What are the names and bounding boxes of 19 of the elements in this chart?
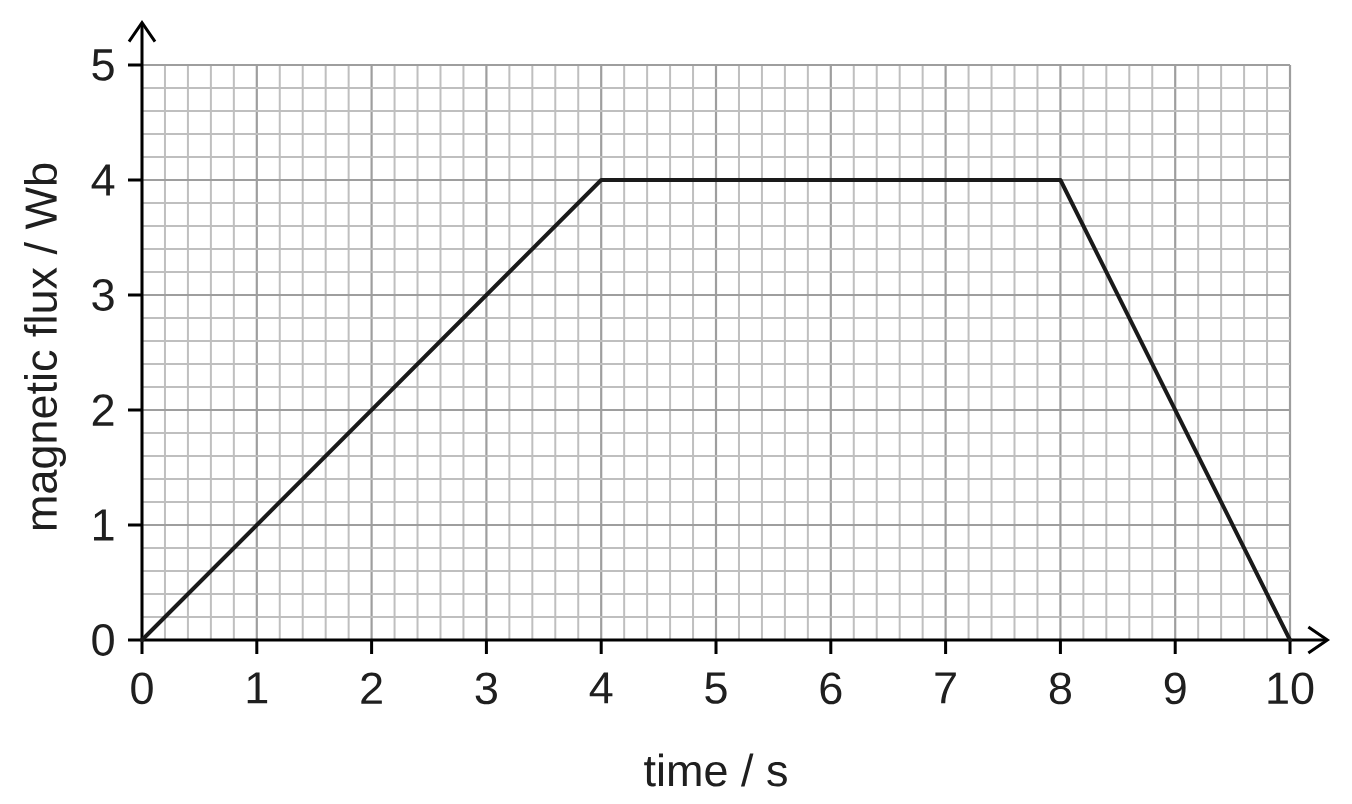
- x-tick-label: 2: [361, 672, 382, 704]
- x-tick-label: 10: [1268, 672, 1314, 705]
- y-tick-label: 0: [92, 624, 114, 656]
- x-tick-label: 1: [247, 672, 268, 704]
- y-tick-label: 4: [91, 164, 115, 196]
- x-tick-label: 4: [589, 672, 613, 704]
- y-axis-title: magnetic flux / Wb: [24, 163, 66, 530]
- y-tick-label: 3: [92, 279, 114, 311]
- x-tick-label: 8: [1049, 672, 1071, 705]
- x-tick-label: 3: [475, 672, 497, 705]
- x-tick-label: 5: [705, 672, 727, 704]
- x-tick-label: 7: [935, 672, 956, 704]
- x-axis-title: time / s: [644, 753, 787, 787]
- y-tick-label: 2: [92, 394, 114, 426]
- y-tick-label: 5: [92, 49, 114, 81]
- x-tick-label: 6: [820, 672, 842, 705]
- x-tick-label: 0: [131, 672, 153, 705]
- y-tick-label: 1: [94, 509, 114, 541]
- x-tick-label: 9: [1164, 672, 1186, 705]
